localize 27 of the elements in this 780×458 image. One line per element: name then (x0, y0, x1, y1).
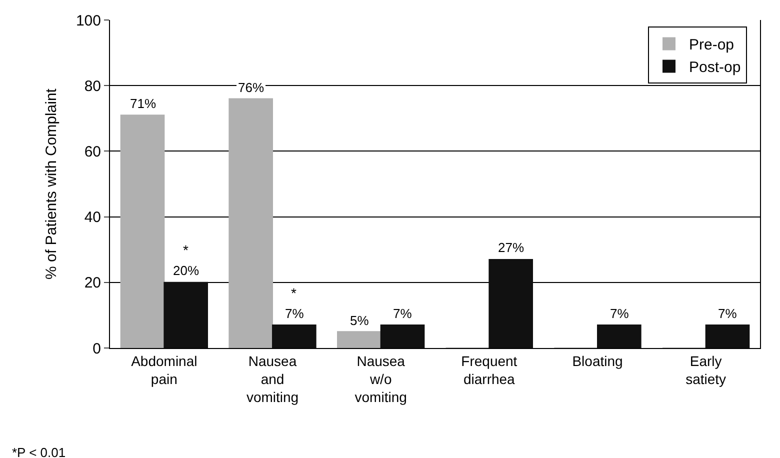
data-label: 7% (718, 306, 738, 321)
legend-label: Pre-op (689, 36, 734, 54)
data-label: 27% (498, 240, 524, 255)
data-label: 7% (393, 306, 412, 321)
y-tick-label: 20 (84, 274, 101, 292)
y-tick-label: 0 (92, 340, 101, 358)
data-label: 7% (610, 306, 630, 321)
legend-label: Post-op (689, 59, 741, 76)
x-tick-label: Early satiety (686, 352, 726, 387)
y-tick-label: 80 (84, 78, 101, 95)
text: *P < 0.01 (12, 445, 66, 458)
data-label: 5% (350, 313, 370, 328)
x-tick-label: Abdominal pain (131, 352, 198, 387)
x-tick-label: Nausea w/o vomiting (354, 352, 407, 406)
x-tick-label: Nausea and vomiting (246, 352, 299, 406)
y-tick-label: 40 (84, 209, 101, 226)
y-axis-title: % of Patients with Complaint (43, 88, 60, 280)
y-tick-label: 60 (84, 143, 101, 160)
data-label: 7% (285, 306, 304, 321)
y-tick-label: 100 (76, 12, 101, 30)
x-tick-label: Bloating (572, 352, 623, 369)
annotation: * (291, 285, 297, 301)
data-label: 20% (173, 263, 200, 278)
data-label: 71% (130, 96, 156, 111)
annotation: * (183, 242, 189, 258)
data-label: 76% (238, 80, 264, 95)
x-tick-label: Frequent diarrhea (461, 352, 518, 387)
